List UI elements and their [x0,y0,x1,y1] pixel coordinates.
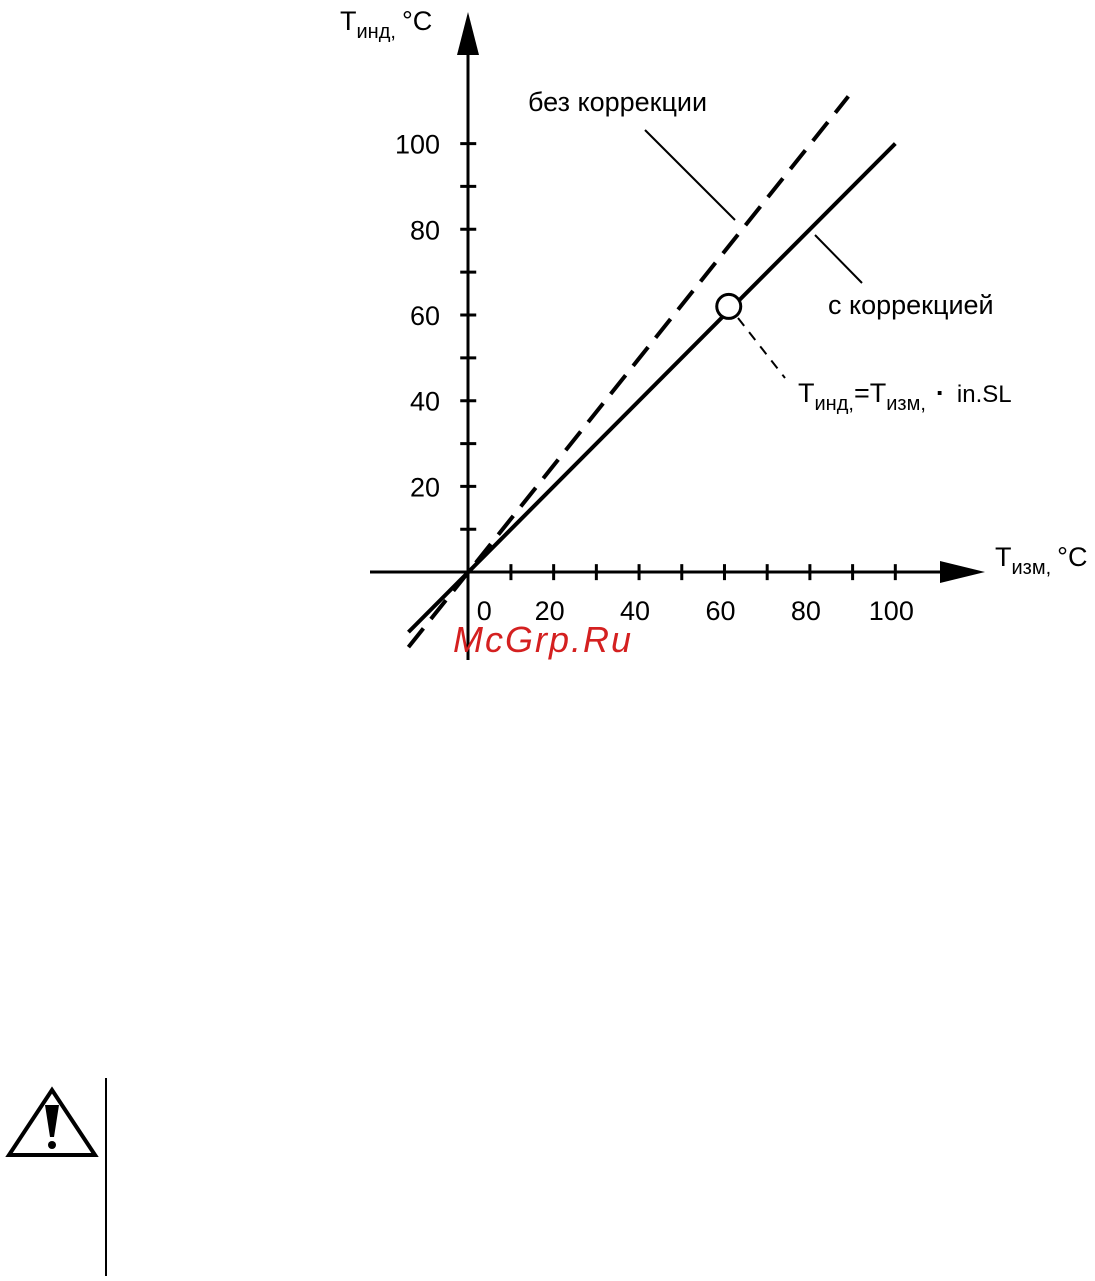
leader-line [644,129,736,221]
leader-line [737,317,786,379]
x-tick-label: 20 [535,596,565,626]
y-tick-label: 20 [410,472,440,502]
label-main: T [340,6,357,36]
x-tick-label: 100 [869,596,914,626]
formula-part: инд, [815,393,854,415]
formula-part: = [854,378,870,408]
series-label: без коррекции [528,87,707,117]
warning-icon [5,1086,99,1157]
label-unit: °C [402,6,432,36]
formula: Tинд,=Tизм, · in.SL [798,378,1012,415]
x-tick-label: 40 [620,596,650,626]
x-tick-label: 0 [477,596,492,626]
formula-part: · [936,378,945,408]
x-tick-label: 60 [705,596,735,626]
x-tick-label: 80 [791,596,821,626]
x-axis-label: Tизм, °C [995,542,1087,579]
marker [715,292,743,320]
leader-line [814,234,863,284]
formula-part: T [798,378,815,408]
label-unit: °C [1057,542,1087,572]
formula-part: изм, [886,393,926,415]
formula-part: T [870,378,887,408]
y-tick-label: 60 [410,301,440,331]
series-line [407,142,897,634]
series-line [406,95,850,649]
watermark: McGrp.Ru [453,619,633,660]
label-sub: инд, [357,21,396,43]
y-tick-label: 40 [410,387,440,417]
label-main: T [995,542,1012,572]
formula-part: in.SL [957,381,1012,408]
y-tick-label: 80 [410,215,440,245]
y-axis-arrow [457,12,479,55]
x-axis-arrow [940,561,985,583]
label-sub: изм, [1012,557,1052,579]
y-axis-label: Tинд, °C [340,6,432,43]
y-tick-label: 100 [395,130,440,160]
series-label: с коррекцией [828,290,994,320]
